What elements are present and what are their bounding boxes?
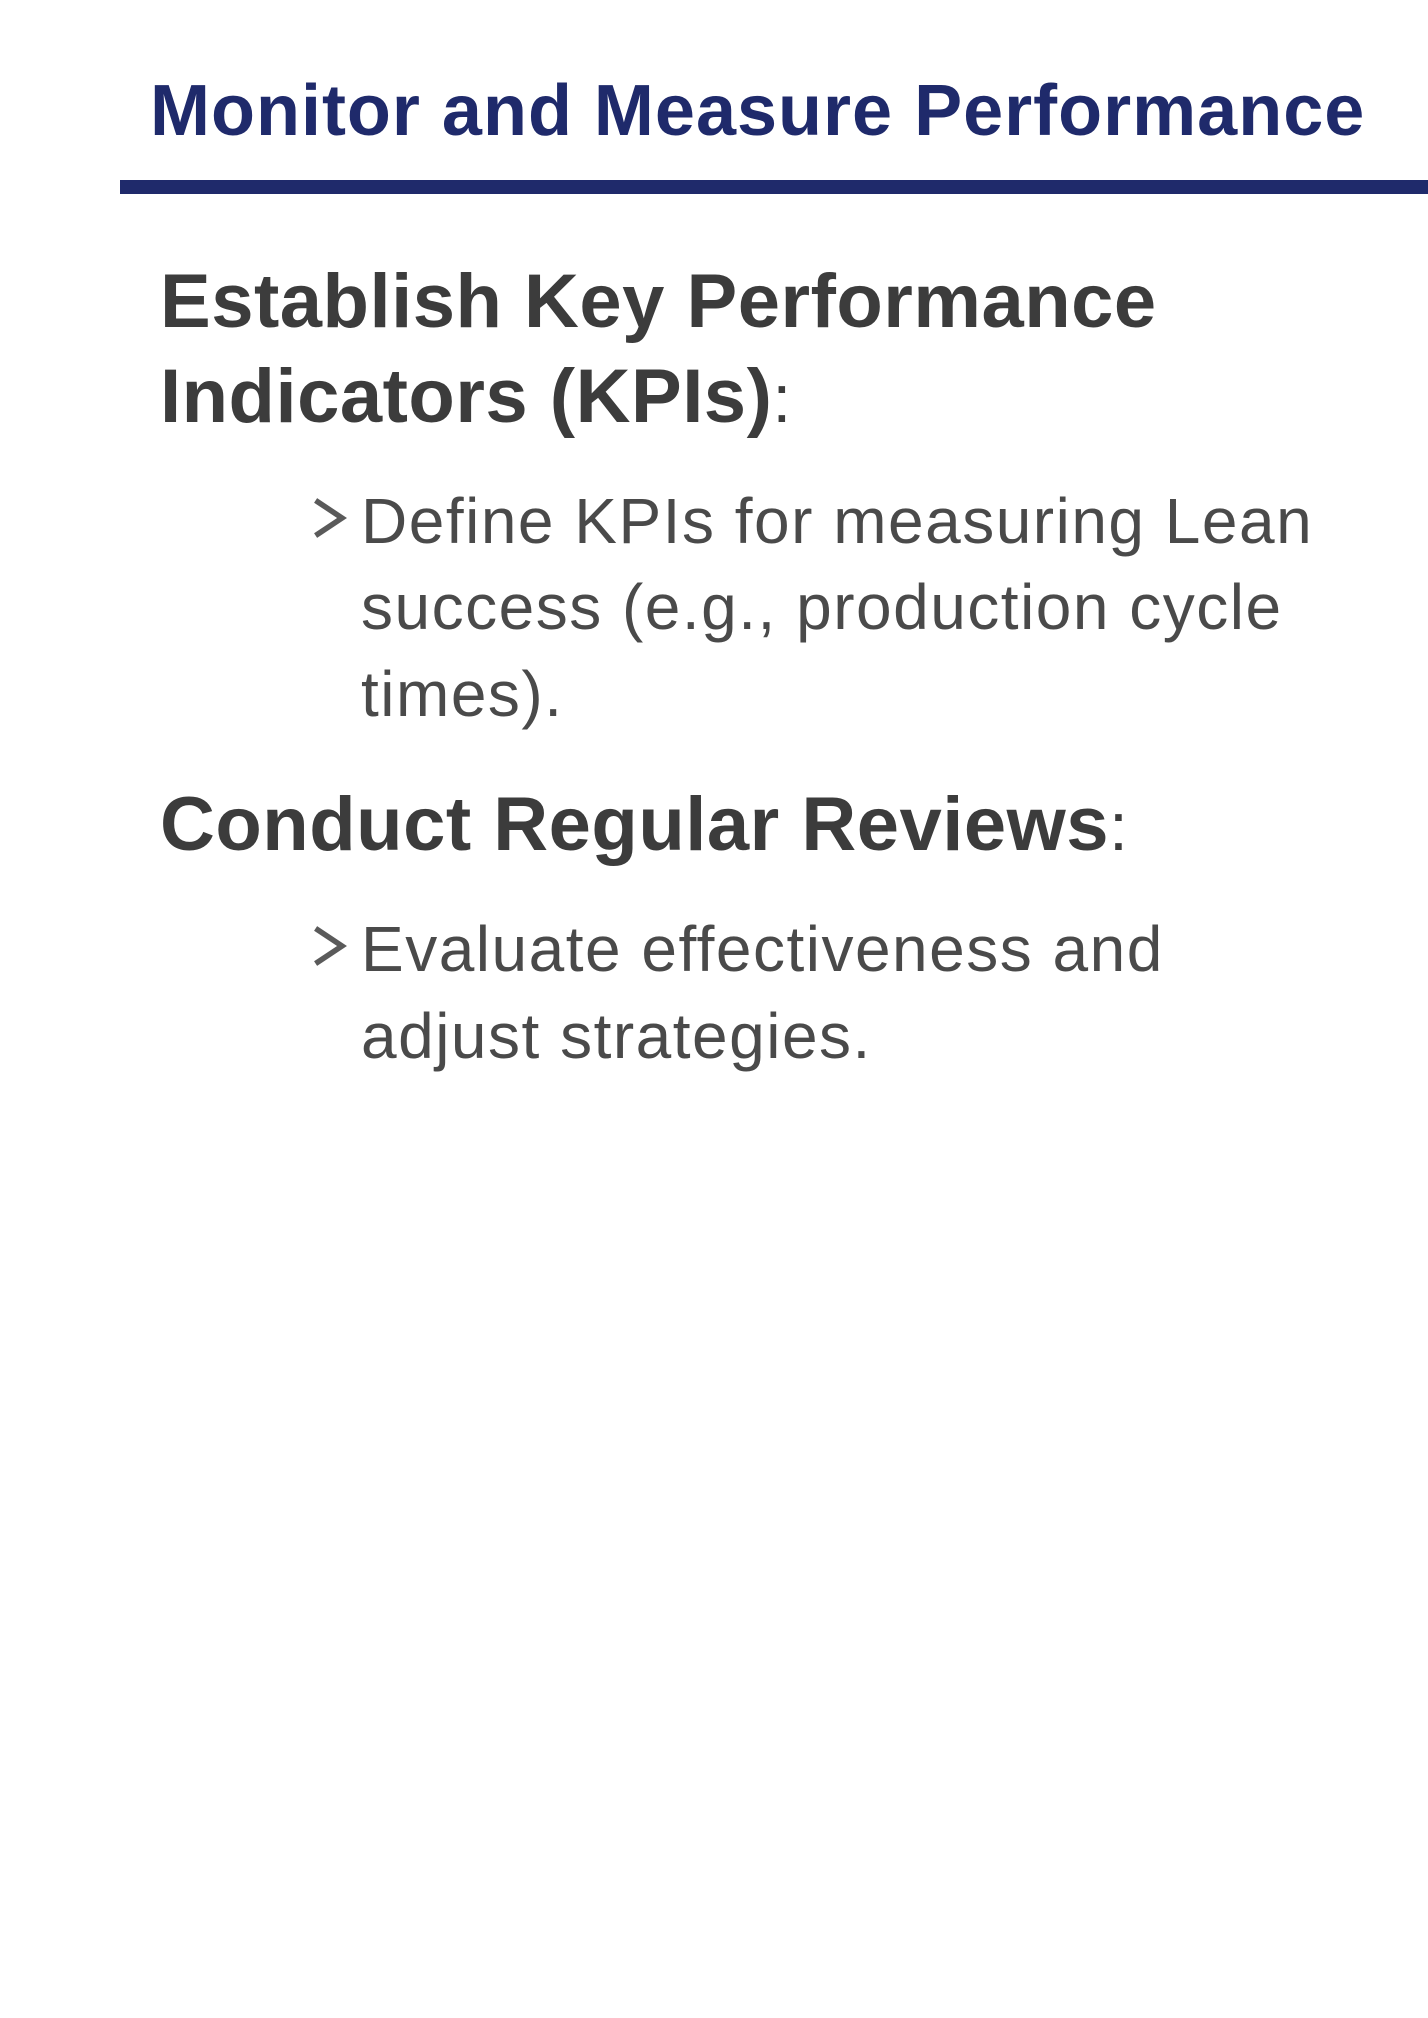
slide: Monitor and Measure Performance Establis… [0, 0, 1428, 2018]
bullet-text: Evaluate effectiveness and adjust strate… [361, 906, 1341, 1079]
bullet-item: Evaluate effectiveness and adjust strate… [160, 906, 1358, 1079]
bullet-text: Define KPIs for measuring Lean success (… [361, 478, 1341, 737]
section-heading-text: Conduct Regular Reviews [160, 782, 1109, 867]
section-heading: Conduct Regular Reviews: [160, 777, 1358, 872]
content-area: Establish Key Performance Indicators (KP… [0, 194, 1428, 1079]
chevron-right-icon [305, 486, 357, 550]
chevron-right-icon [305, 914, 357, 978]
section-kpis: Establish Key Performance Indicators (KP… [160, 254, 1358, 737]
section-heading-colon: : [1109, 789, 1128, 865]
section-heading-text: Establish Key Performance Indicators (KP… [160, 259, 1157, 439]
section-heading-colon: : [772, 361, 791, 437]
title-block: Monitor and Measure Performance [0, 70, 1428, 152]
section-heading: Establish Key Performance Indicators (KP… [160, 254, 1358, 444]
section-reviews: Conduct Regular Reviews: Evaluate effect… [160, 777, 1358, 1079]
bullet-item: Define KPIs for measuring Lean success (… [160, 478, 1358, 737]
title-underline [120, 180, 1428, 194]
slide-title: Monitor and Measure Performance [150, 70, 1428, 152]
